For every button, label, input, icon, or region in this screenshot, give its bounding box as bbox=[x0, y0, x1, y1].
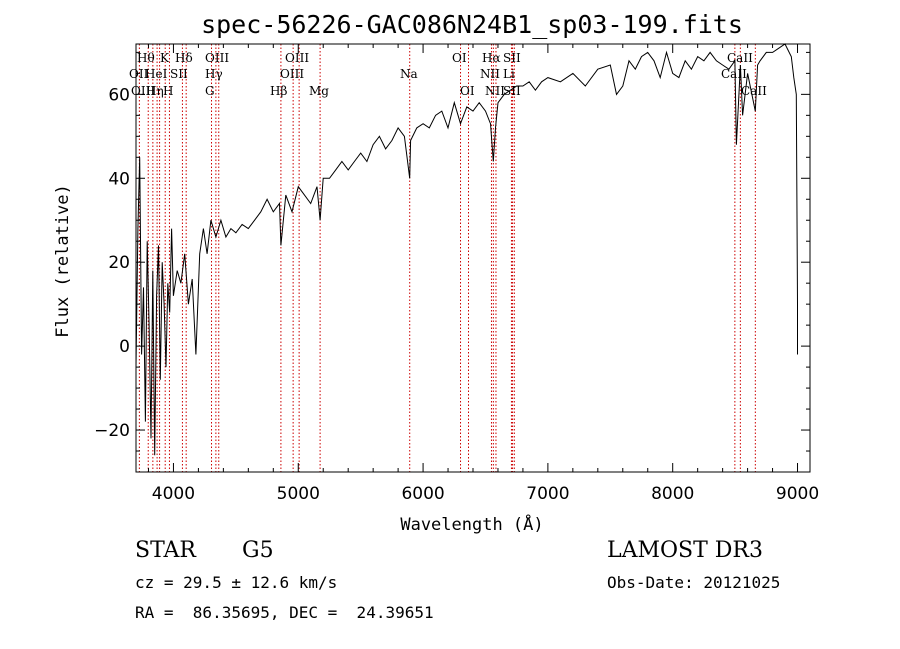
x-tick-label: 4000 bbox=[152, 484, 195, 504]
line-label-row1-1: K bbox=[160, 51, 170, 65]
line-label-row1-6: Hα bbox=[482, 51, 501, 65]
line-label-row3-8: SII bbox=[503, 84, 521, 98]
line-label-row2-0: OII bbox=[129, 67, 149, 81]
line-label-row3-5: Mg bbox=[309, 84, 329, 98]
spectrum-line bbox=[135, 43, 798, 456]
line-label-row2-8: CaII bbox=[721, 67, 747, 81]
x-tick-label: 9000 bbox=[776, 484, 819, 504]
x-tick-label: 5000 bbox=[277, 484, 320, 504]
line-label-row2-3: Hγ bbox=[205, 67, 223, 81]
y-axis-label: Flux (relative) bbox=[53, 184, 73, 338]
y-tick-label: 20 bbox=[108, 253, 130, 273]
coordinates: RA = 86.35695, DEC = 24.39651 bbox=[135, 603, 434, 622]
y-axis-ticks: −20 0 20 40 60 bbox=[94, 51, 810, 473]
y-tick-label: 60 bbox=[108, 85, 130, 105]
line-label-row2-6: NII bbox=[480, 67, 500, 81]
line-label-row1-7: SII bbox=[503, 51, 521, 65]
x-tick-label: 7000 bbox=[526, 484, 569, 504]
redshift-cz: cz = 29.5 ± 12.6 km/s bbox=[135, 573, 338, 592]
line-label-row1-3: OIII bbox=[205, 51, 229, 65]
x-axis-ticks: 4000 5000 6000 7000 8000 9000 bbox=[147, 44, 819, 504]
chart-title: spec-56226-GAC086N24B1_sp03-199.fits bbox=[201, 10, 743, 39]
line-label-row2-5: Na bbox=[400, 67, 418, 81]
line-label-row3-6: OI bbox=[460, 84, 475, 98]
x-tick-label: 8000 bbox=[651, 484, 694, 504]
emission-line-markers bbox=[138, 44, 756, 472]
object-class: STAR bbox=[135, 538, 196, 563]
line-label-row2-1: HeI bbox=[145, 67, 168, 81]
line-label-row3-4: Hβ bbox=[270, 84, 287, 98]
line-label-row1-4: OIII bbox=[285, 51, 309, 65]
line-label-row3-7: NII bbox=[485, 84, 505, 98]
x-axis-label: Wavelength (Å) bbox=[400, 513, 543, 535]
line-label-row1-8: CaII bbox=[727, 51, 753, 65]
line-label-row1-0: Hθ bbox=[137, 51, 155, 65]
plot-frame bbox=[135, 43, 811, 473]
survey-name: LAMOST DR3 bbox=[607, 538, 763, 563]
y-tick-label: −20 bbox=[94, 421, 130, 441]
y-tick-label: 0 bbox=[119, 337, 130, 357]
line-label-row3-3: G bbox=[205, 84, 215, 98]
line-label-row2-7: Li bbox=[503, 67, 515, 81]
line-label-row3-1: Hη bbox=[146, 84, 164, 98]
obs-date: Obs-Date: 20121025 bbox=[607, 573, 781, 592]
object-subclass: G5 bbox=[242, 538, 274, 563]
x-tick-label: 6000 bbox=[401, 484, 444, 504]
line-label-row2-4: OIII bbox=[280, 67, 304, 81]
line-label-row1-2: Hδ bbox=[175, 51, 193, 65]
y-tick-label: 40 bbox=[108, 169, 130, 189]
line-label-row2-2: SII bbox=[170, 67, 188, 81]
line-label-row3-2: H bbox=[163, 84, 173, 98]
line-label-row1-5: OI bbox=[452, 51, 467, 65]
line-label-row3-9: CaII bbox=[741, 84, 767, 98]
